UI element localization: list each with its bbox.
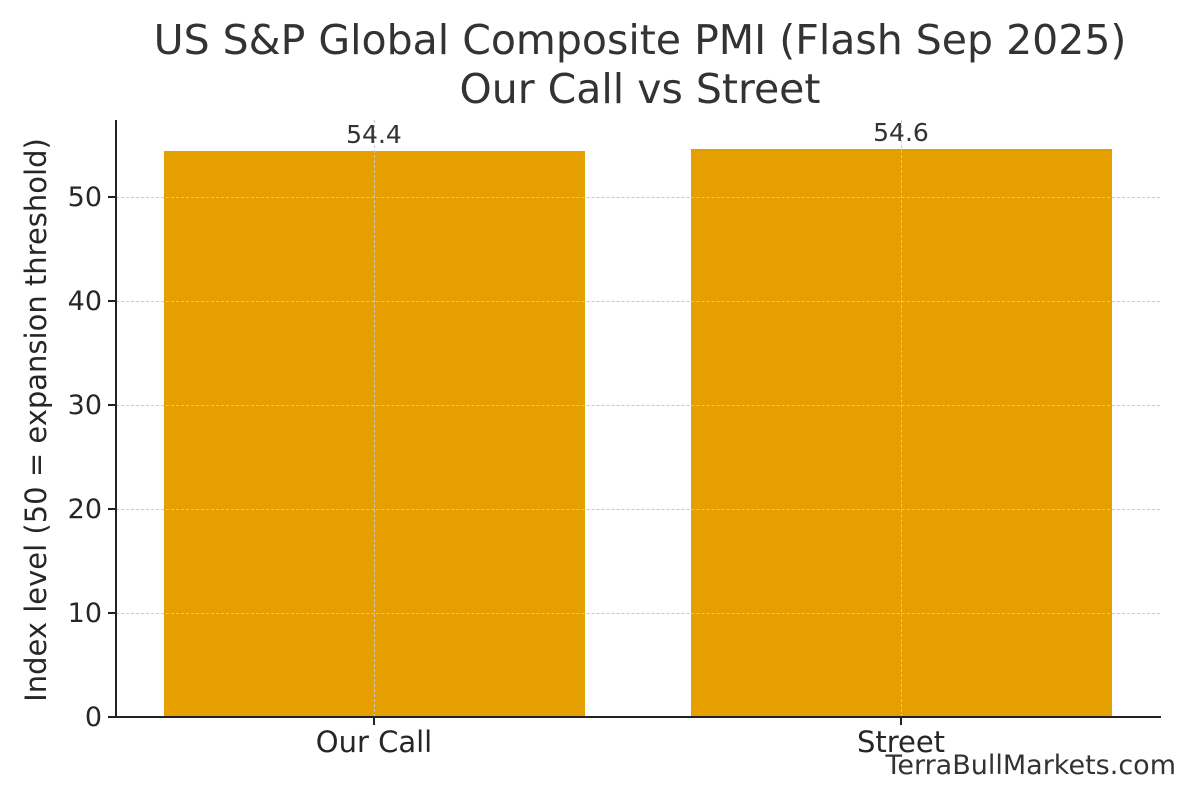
gridline-y-30 [116,405,1160,406]
xtick-mark [373,717,375,725]
gridline-y-20 [116,509,1160,510]
gridline-y-50 [116,197,1160,198]
ytick-label-10: 10 [67,598,102,629]
xtick-label-street: Street [856,725,946,759]
gridline-x-our-call [374,120,375,717]
ytick-mark [108,612,116,614]
ytick-label-0: 0 [84,702,102,733]
ytick-label-20: 20 [67,494,102,525]
value-label-street: 54.6 [873,118,929,147]
ytick-mark [108,196,116,198]
ytick-label-50: 50 [67,182,102,213]
chart-title-line2: Our Call vs Street [459,65,821,113]
y-axis-title: Index level (50 = expansion threshold) [19,138,53,702]
ytick-mark [108,404,116,406]
ytick-label-30: 30 [67,390,102,421]
ytick-mark [108,300,116,302]
gridline-x-street [901,120,902,717]
watermark: TerraBullMarkets.com [885,750,1176,781]
gridline-y-10 [116,613,1160,614]
chart-title-line1: US S&P Global Composite PMI (Flash Sep 2… [153,16,1127,64]
y-axis-line [115,120,117,718]
xtick-mark [900,717,902,725]
x-axis-line [115,716,1161,718]
xtick-label-our-call: Our Call [315,725,433,759]
ytick-label-40: 40 [67,286,102,317]
ytick-mark [108,508,116,510]
gridline-y-40 [116,301,1160,302]
ytick-mark [108,716,116,718]
value-label-our-call: 54.4 [346,120,402,149]
